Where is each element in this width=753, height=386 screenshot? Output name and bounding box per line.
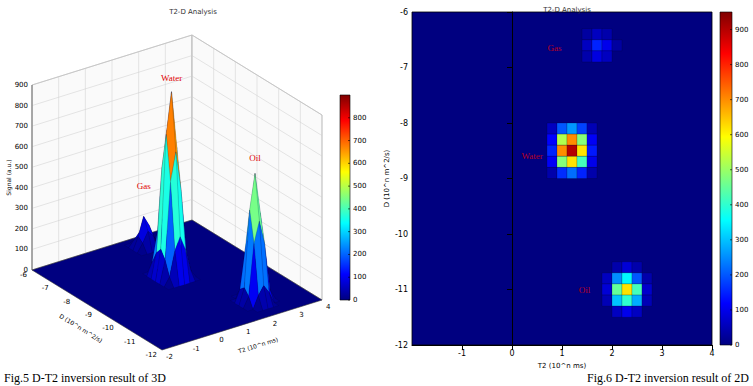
- svg-text:Water: Water: [521, 151, 542, 161]
- svg-text:T2-D Analysis: T2-D Analysis: [168, 8, 217, 16]
- svg-text:800: 800: [353, 114, 366, 122]
- svg-text:-2: -2: [166, 353, 173, 361]
- svg-text:2: 2: [273, 320, 277, 328]
- svg-text:600: 600: [735, 131, 748, 139]
- svg-text:-1: -1: [193, 345, 200, 353]
- svg-text:1: 1: [559, 349, 564, 358]
- svg-text:400: 400: [15, 184, 28, 192]
- svg-text:-9: -9: [400, 174, 408, 183]
- svg-text:-11: -11: [124, 338, 135, 346]
- svg-text:-9: -9: [85, 311, 92, 319]
- svg-text:600: 600: [353, 159, 366, 167]
- svg-text:3: 3: [299, 311, 303, 319]
- svg-text:400: 400: [735, 201, 748, 209]
- svg-text:Fig.5 D-T2 inversion result of: Fig.5 D-T2 inversion result of 3D: [4, 371, 166, 385]
- svg-text:0: 0: [735, 341, 739, 349]
- svg-text:-11: -11: [395, 285, 408, 294]
- svg-text:100: 100: [15, 245, 28, 253]
- svg-text:-7: -7: [42, 284, 49, 292]
- svg-text:100: 100: [353, 273, 366, 281]
- svg-text:Signal (a.u.): Signal (a.u.): [5, 159, 13, 195]
- svg-text:300: 300: [735, 236, 748, 244]
- svg-text:Oil: Oil: [249, 153, 261, 163]
- svg-text:4: 4: [326, 303, 331, 311]
- svg-text:500: 500: [15, 163, 28, 171]
- svg-text:200: 200: [735, 271, 748, 279]
- svg-text:900: 900: [15, 81, 28, 89]
- svg-text:0: 0: [353, 296, 357, 304]
- svg-text:2: 2: [609, 349, 614, 358]
- svg-text:-1: -1: [458, 349, 466, 358]
- svg-text:T2 (10^n ms): T2 (10^n ms): [537, 362, 587, 370]
- svg-text:D (10^n m^2/s): D (10^n m^2/s): [58, 312, 104, 344]
- svg-text:0: 0: [509, 349, 514, 358]
- svg-text:200: 200: [15, 225, 28, 233]
- svg-text:-8: -8: [400, 119, 408, 128]
- svg-text:700: 700: [353, 137, 366, 145]
- svg-text:-7: -7: [400, 63, 408, 72]
- svg-text:-12: -12: [395, 341, 408, 350]
- svg-text:0: 0: [219, 336, 223, 344]
- svg-text:-12: -12: [146, 351, 157, 359]
- svg-text:-6: -6: [20, 271, 28, 279]
- svg-text:300: 300: [353, 228, 366, 236]
- svg-text:T2-D Analysis: T2-D Analysis: [542, 6, 591, 14]
- svg-text:-10: -10: [395, 230, 408, 239]
- svg-text:-10: -10: [102, 324, 113, 332]
- svg-text:-8: -8: [63, 298, 70, 306]
- svg-text:4: 4: [709, 349, 714, 358]
- svg-text:Gas: Gas: [548, 43, 562, 53]
- svg-text:800: 800: [15, 102, 28, 110]
- svg-text:Fig.6 D-T2 inversion result of: Fig.6 D-T2 inversion result of 2D: [587, 371, 749, 385]
- svg-text:500: 500: [353, 182, 366, 190]
- svg-text:200: 200: [353, 250, 366, 258]
- svg-text:Gas: Gas: [137, 181, 151, 191]
- svg-text:700: 700: [735, 96, 748, 104]
- svg-text:900: 900: [735, 26, 748, 34]
- svg-text:100: 100: [735, 306, 748, 314]
- svg-text:800: 800: [735, 61, 748, 69]
- svg-text:1: 1: [246, 328, 250, 336]
- svg-text:T2 (10^n ms): T2 (10^n ms): [236, 336, 278, 355]
- svg-text:0: 0: [23, 266, 28, 274]
- svg-text:Oil: Oil: [579, 285, 591, 295]
- svg-text:D (10^n m^2/s): D (10^n m^2/s): [383, 149, 391, 207]
- svg-text:700: 700: [15, 122, 28, 130]
- svg-text:500: 500: [735, 166, 748, 174]
- svg-text:300: 300: [15, 204, 28, 212]
- svg-text:3: 3: [659, 349, 664, 358]
- svg-text:-6: -6: [400, 8, 408, 17]
- svg-text:600: 600: [15, 143, 28, 151]
- svg-text:400: 400: [353, 205, 366, 213]
- svg-text:Water: Water: [161, 73, 182, 83]
